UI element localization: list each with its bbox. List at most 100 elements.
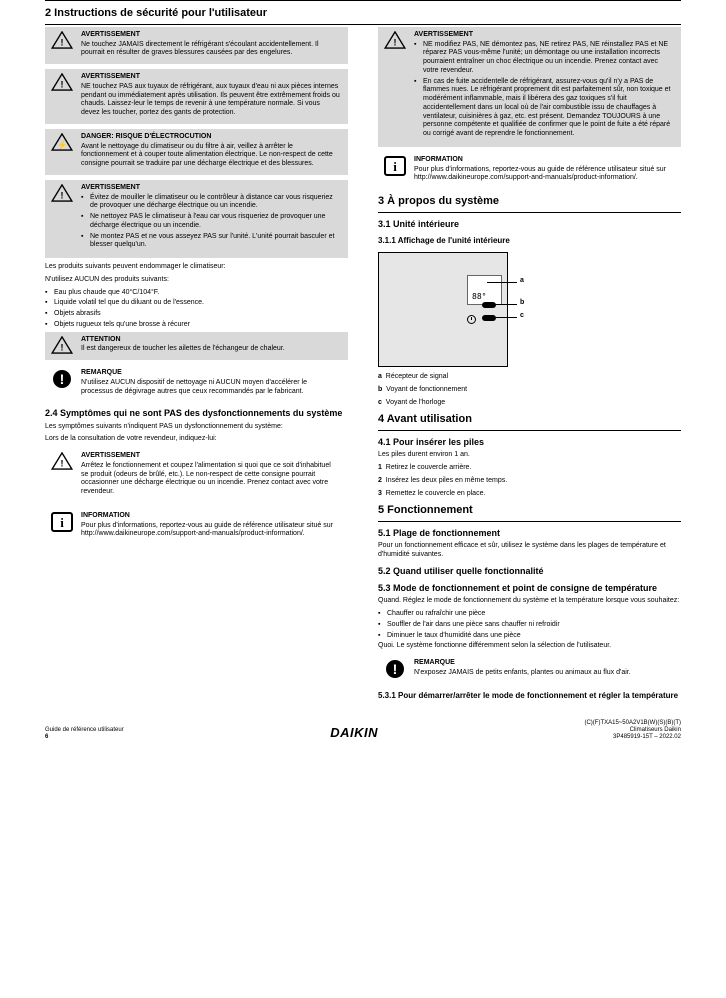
box-list: NE modifiez PAS, NE démontez pas, NE ret… <box>414 41 673 139</box>
svg-text:!: ! <box>61 342 64 352</box>
box-text: Arrêtez le fonctionnement et coupez l'al… <box>81 462 340 497</box>
section-5-3-1: 5.3.1 Pour démarrer/arrêter le mode de f… <box>378 691 681 701</box>
info-box-right: i INFORMATION Pour plus d'informations, … <box>378 152 681 189</box>
list-item: Souffler de l'air dans une pièce sans ch… <box>378 621 681 630</box>
warning-icon: ! <box>51 73 73 91</box>
svg-text:⚡: ⚡ <box>57 139 67 150</box>
box-head: AVERTISSEMENT <box>414 31 673 40</box>
footer-model: (C)(F)TXA15~50A2V1B(W)(S)(B)(T) <box>584 720 681 727</box>
box-text: N'exposez JAMAIS de petits enfants, plan… <box>414 669 673 678</box>
subsection-title: 2.4 Symptômes qui ne sont PAS des dysfon… <box>45 408 348 419</box>
svg-text:!: ! <box>393 661 398 677</box>
list-item: Liquide volatil tel que du diluant ou de… <box>45 299 348 308</box>
svg-text:!: ! <box>61 458 64 468</box>
paragraph: Les produits suivants peuvent endommager… <box>45 263 348 272</box>
footer-right: (C)(F)TXA15~50A2V1B(W)(S)(B)(T) Climatis… <box>584 720 681 742</box>
box-head: DANGER: RISQUE D'ÉLECTROCUTION <box>81 133 340 142</box>
box-head: AVERTISSEMENT <box>81 73 340 82</box>
header-rule-2 <box>45 24 681 25</box>
paragraph: Lors de la consultation de votre revende… <box>45 435 348 444</box>
warning-icon: ! <box>51 452 73 470</box>
section-5-1: 5.1 Plage de fonctionnement <box>378 528 681 539</box>
info-icon: i <box>51 512 73 532</box>
footer-left: Guide de référence utilisateur 6 <box>45 727 124 741</box>
svg-text:i: i <box>60 515 64 530</box>
box-head: INFORMATION <box>81 512 340 521</box>
footer-page-number: 6 <box>45 734 124 741</box>
box-text: N'utilisez AUCUN dispositif de nettoyage… <box>81 379 340 397</box>
list-item: Chauffer ou rafraîchir une pièce <box>378 610 681 619</box>
header-title: 2 Instructions de sécurité pour l'utilis… <box>45 7 681 21</box>
section-4-1: 4.1 Pour insérer les piles <box>378 437 681 448</box>
warning-icon: ! <box>51 184 73 202</box>
list-item: Ne montez PAS et ne vous asseyez PAS sur… <box>81 233 340 251</box>
remote-led-1 <box>482 302 496 308</box>
list-item: Eau plus chaude que 40°C/104°F. <box>45 289 348 298</box>
list-item: En cas de fuite accidentelle de réfrigér… <box>414 78 673 139</box>
box-head: ATTENTION <box>81 336 340 345</box>
section-5-2: 5.2 Quand utiliser quelle fonctionnalité <box>378 566 681 577</box>
rule <box>378 430 681 431</box>
box-text: NE touchez PAS aux tuyaux de réfrigérant… <box>81 83 340 118</box>
list-item: Évitez de mouiller le climatiseur ou le … <box>81 194 340 212</box>
notice-box-right: ! REMARQUE N'exposez JAMAIS de petits en… <box>378 655 681 685</box>
brand-logo: DAIKIN <box>330 725 378 741</box>
svg-text:!: ! <box>60 371 65 387</box>
header-rule <box>45 0 681 1</box>
svg-text:!: ! <box>61 37 64 47</box>
danger-box: ⚡ DANGER: RISQUE D'ÉLECTROCUTION Avant l… <box>45 129 348 175</box>
legend-b: b Voyant de fonctionnement <box>378 386 681 395</box>
legend-c: c Voyant de l'horloge <box>378 399 681 408</box>
box-text: Pour plus d'informations, reportez-vous … <box>81 522 340 540</box>
svg-text:!: ! <box>394 37 397 47</box>
rule <box>378 212 681 213</box>
warning-box-3: ! AVERTISSEMENT Évitez de mouiller le cl… <box>45 180 348 258</box>
quand-list: Chauffer ou rafraîchir une pièce Souffle… <box>378 610 681 640</box>
box-head: AVERTISSEMENT <box>81 31 340 40</box>
callout-a: a <box>520 277 524 286</box>
box-text: Avant le nettoyage du climatiseur ou du … <box>81 143 340 169</box>
warning-icon: ! <box>51 31 73 49</box>
section-3-1: 3.1 Unité intérieure <box>378 219 681 230</box>
section-5-3: 5.3 Mode de fonctionnement et point de c… <box>378 583 681 594</box>
leader-b <box>496 304 517 305</box>
box-head: INFORMATION <box>414 156 673 165</box>
paragraph: N'utilisez AUCUN des produits suivants: <box>45 276 348 285</box>
clock-icon <box>467 315 476 324</box>
remote-diagram: 88° a b c <box>378 252 681 367</box>
remote-body: 88° <box>378 252 508 367</box>
box-head: AVERTISSEMENT <box>81 452 340 461</box>
step-2: 2 Insérez les deux piles en même temps. <box>378 477 681 486</box>
box-head: REMARQUE <box>81 369 340 378</box>
callout-b: b <box>520 299 524 308</box>
warning-box-2: ! AVERTISSEMENT NE touchez PAS aux tuyau… <box>45 69 348 124</box>
paragraph: Quoi. Le système fonctionne différemment… <box>378 642 681 651</box>
box-text: Ne touchez JAMAIS directement le réfrigé… <box>81 41 340 59</box>
box-text: Pour plus d'informations, reportez-vous … <box>414 166 673 184</box>
callout-c: c <box>520 312 524 321</box>
svg-text:!: ! <box>61 79 64 89</box>
notice-box: ! REMARQUE N'utilisez AUCUN dispositif d… <box>45 365 348 402</box>
box-head: REMARQUE <box>414 659 673 668</box>
list-item: Diminuer le taux d'humidité dans une piè… <box>378 632 681 641</box>
leader-a <box>487 282 517 283</box>
info-box: i INFORMATION Pour plus d'informations, … <box>45 508 348 545</box>
list-item: Objets rugueux tels qu'une brosse à récu… <box>45 321 348 330</box>
notice-icon: ! <box>385 659 405 679</box>
footer: Guide de référence utilisateur 6 DAIKIN … <box>45 720 681 742</box>
section-5: 5 Fonctionnement <box>378 504 681 518</box>
caution-icon: ! <box>51 336 73 354</box>
svg-text:!: ! <box>61 190 64 200</box>
box-head: AVERTISSEMENT <box>81 184 340 193</box>
notice-icon: ! <box>52 369 72 389</box>
footer-doc: 3P485919-15T – 2022.02 <box>584 734 681 741</box>
step-3: 3 Remettez le couvercle en place. <box>378 490 681 499</box>
remote-display: 88° <box>467 275 502 305</box>
caution-box: ! ATTENTION Il est dangereux de toucher … <box>45 332 348 361</box>
box-text: Il est dangereux de toucher les ailettes… <box>81 345 340 354</box>
warning-box-4: ! AVERTISSEMENT Arrêtez le fonctionnemen… <box>45 448 348 503</box>
paragraph: Les symptômes suivants n'indiquent PAS u… <box>45 423 348 432</box>
warning-box-1: ! AVERTISSEMENT Ne touchez JAMAIS direct… <box>45 27 348 64</box>
electric-hazard-icon: ⚡ <box>51 133 73 151</box>
step-1: 1 Retirez le couvercle arrière. <box>378 464 681 473</box>
